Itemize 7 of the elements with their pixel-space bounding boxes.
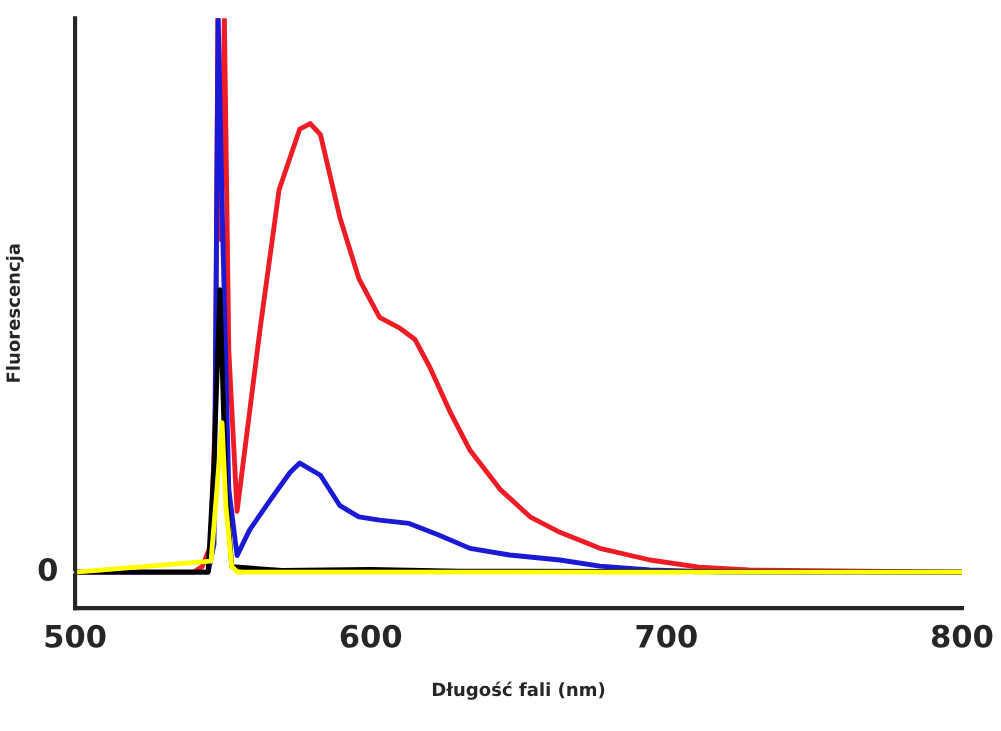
x-tick-label: 800 (931, 624, 993, 648)
y-axis-title: Fluorescencja (6, 244, 24, 382)
x-axis-title: Długość fali (nm) (432, 681, 605, 700)
text: 0 (38, 557, 57, 582)
x-tick-label: 600 (340, 624, 402, 648)
x-tick-label: 700 (636, 624, 697, 648)
x-tick-label: 500 (45, 624, 106, 648)
